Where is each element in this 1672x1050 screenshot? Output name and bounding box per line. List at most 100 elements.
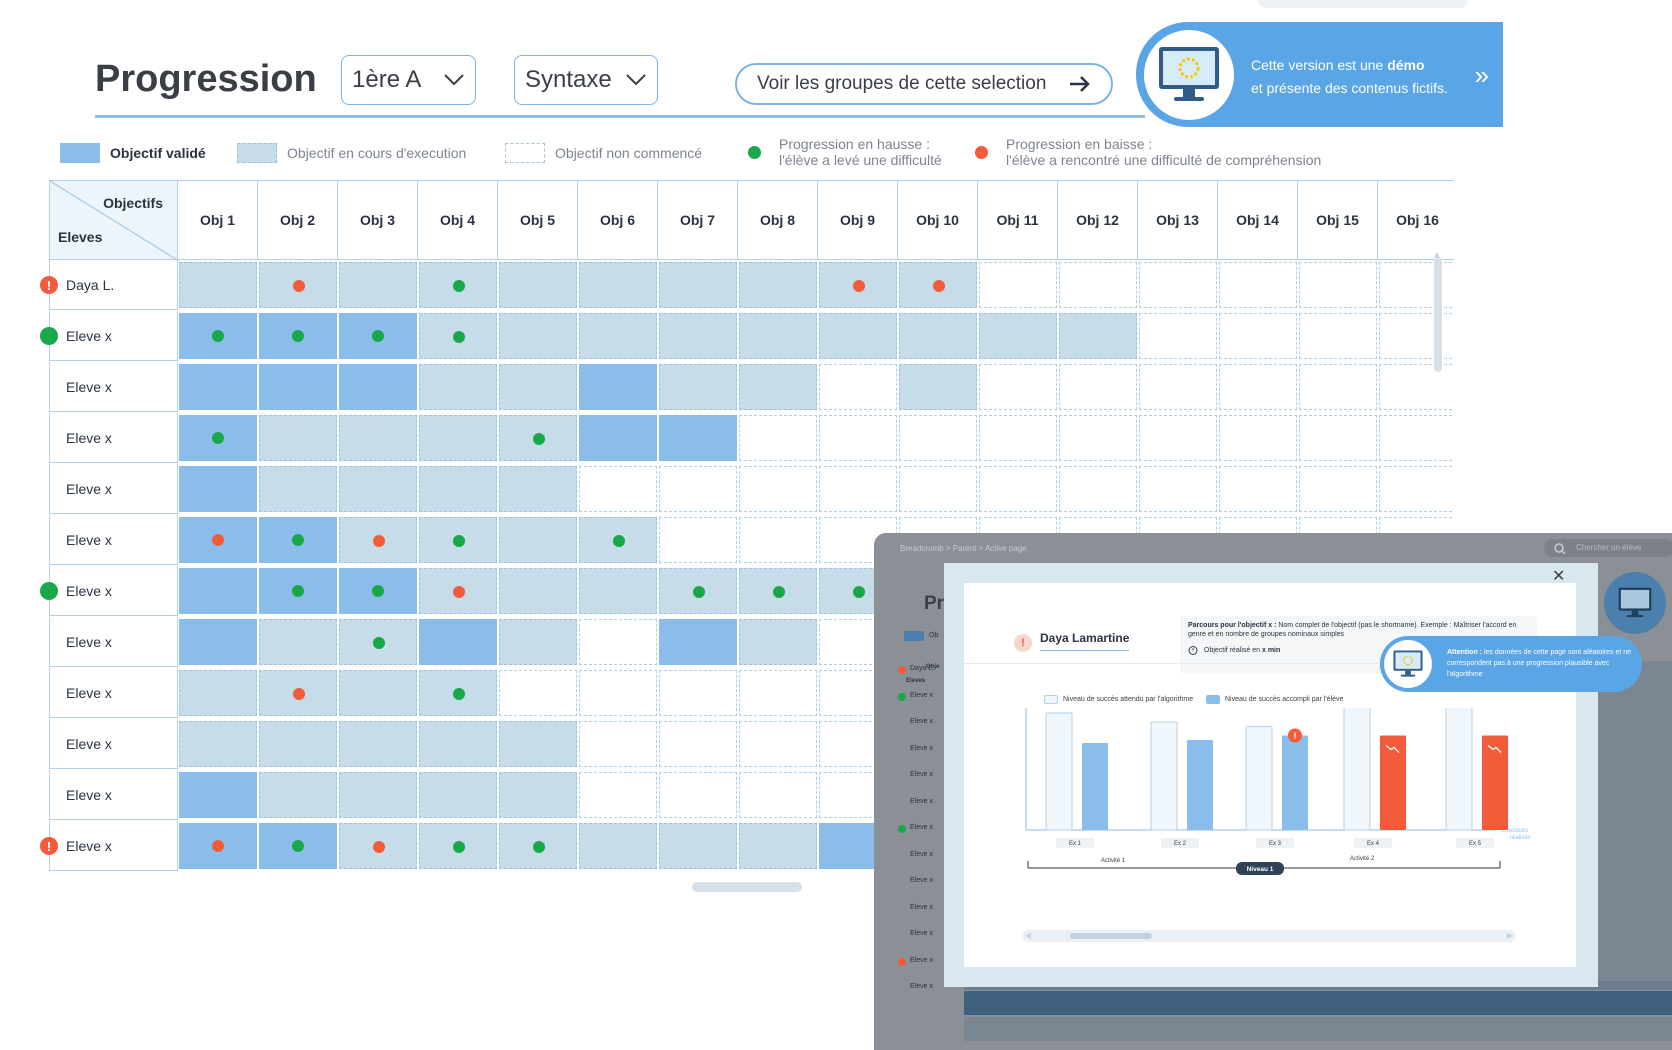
objective-cell-validated[interactable]	[179, 517, 257, 563]
objective-cell-validated[interactable]	[579, 364, 657, 410]
objective-cell-not-started[interactable]	[1059, 364, 1137, 410]
objective-cell-in-progress[interactable]	[259, 466, 337, 512]
objective-cell-not-started[interactable]	[739, 772, 817, 818]
objective-cell-not-started[interactable]	[899, 415, 977, 461]
objective-cell-validated[interactable]	[339, 364, 417, 410]
objective-cell-not-started[interactable]	[739, 517, 817, 563]
student-row-header[interactable]: Eleve x	[49, 311, 178, 361]
objective-cell-in-progress[interactable]	[339, 823, 417, 869]
scroll-right-icon[interactable]: ▶	[1506, 931, 1513, 940]
class-select[interactable]: 1ère A	[341, 55, 476, 105]
objective-cell-validated[interactable]	[259, 364, 337, 410]
objective-cell-not-started[interactable]	[659, 772, 737, 818]
objective-cell-not-started[interactable]	[1139, 313, 1217, 359]
column-header[interactable]: Obj 13	[1138, 180, 1218, 260]
breadcrumb[interactable]: Breadcrumb > Parent > Active page	[900, 544, 1027, 553]
student-row-header[interactable]: Eleve x	[49, 821, 178, 871]
objective-cell-in-progress[interactable]	[419, 721, 497, 767]
objective-cell-not-started[interactable]	[499, 670, 577, 716]
objective-cell-in-progress[interactable]	[499, 619, 577, 665]
vertical-scrollbar[interactable]	[1434, 258, 1442, 372]
objective-cell-in-progress[interactable]	[419, 670, 497, 716]
column-header[interactable]: Obj 5	[498, 180, 578, 260]
objective-cell-in-progress[interactable]	[739, 823, 817, 869]
objective-cell-not-started[interactable]	[1139, 364, 1217, 410]
column-header[interactable]: Obj 7	[658, 180, 738, 260]
objective-cell-not-started[interactable]	[979, 364, 1057, 410]
objective-cell-in-progress[interactable]	[499, 466, 577, 512]
objective-cell-in-progress[interactable]	[659, 313, 737, 359]
column-header[interactable]: Obj 9	[818, 180, 898, 260]
scroll-left-icon[interactable]: ◀	[1025, 931, 1032, 940]
objective-cell-not-started[interactable]	[579, 619, 657, 665]
column-header[interactable]: Obj 16	[1378, 180, 1454, 260]
column-header[interactable]: Obj 4	[418, 180, 498, 260]
objective-cell-in-progress[interactable]	[659, 364, 737, 410]
objective-cell-in-progress[interactable]	[259, 772, 337, 818]
objective-cell-validated[interactable]	[259, 568, 337, 614]
objective-cell-in-progress[interactable]	[499, 568, 577, 614]
student-row-header[interactable]: Daya L.	[49, 260, 178, 310]
column-header[interactable]: Obj 3	[338, 180, 418, 260]
objective-cell-validated[interactable]	[179, 772, 257, 818]
objective-cell-in-progress[interactable]	[339, 466, 417, 512]
objective-cell-not-started[interactable]	[1379, 364, 1454, 410]
objective-cell-not-started[interactable]	[579, 721, 657, 767]
objective-cell-in-progress[interactable]	[739, 262, 817, 308]
objective-cell-not-started[interactable]	[1219, 415, 1297, 461]
objective-cell-not-started[interactable]	[979, 415, 1057, 461]
objective-cell-validated[interactable]	[579, 415, 657, 461]
objective-cell-not-started[interactable]	[1219, 364, 1297, 410]
column-header[interactable]: Obj 14	[1218, 180, 1298, 260]
student-row-header[interactable]: Eleve x	[49, 566, 178, 616]
objective-cell-not-started[interactable]	[1299, 415, 1377, 461]
horizontal-scrollbar[interactable]	[692, 882, 802, 892]
objective-cell-not-started[interactable]	[1059, 415, 1137, 461]
objective-cell-in-progress[interactable]	[659, 823, 737, 869]
topic-select[interactable]: Syntaxe	[514, 55, 658, 105]
objective-cell-in-progress[interactable]	[739, 313, 817, 359]
objective-cell-in-progress[interactable]	[899, 262, 977, 308]
objective-cell-in-progress[interactable]	[419, 364, 497, 410]
objective-cell-in-progress[interactable]	[579, 517, 657, 563]
objective-cell-not-started[interactable]	[659, 721, 737, 767]
objective-cell-in-progress[interactable]	[339, 670, 417, 716]
objective-cell-validated[interactable]	[419, 619, 497, 665]
objective-cell-validated[interactable]	[179, 466, 257, 512]
objective-cell-not-started[interactable]	[1379, 313, 1454, 359]
student-row-header[interactable]: Eleve x	[49, 617, 178, 667]
objective-cell-in-progress[interactable]	[419, 466, 497, 512]
objective-cell-in-progress[interactable]	[339, 517, 417, 563]
student-row-header[interactable]: Eleve x	[49, 464, 178, 514]
objective-cell-in-progress[interactable]	[499, 517, 577, 563]
objective-cell-not-started[interactable]	[1299, 364, 1377, 410]
column-header[interactable]: Obj 1	[178, 180, 258, 260]
objective-cell-validated[interactable]	[179, 313, 257, 359]
objective-cell-validated[interactable]	[259, 313, 337, 359]
objective-cell-not-started[interactable]	[1379, 415, 1454, 461]
objective-cell-not-started[interactable]	[1219, 262, 1297, 308]
scroll-up-icon[interactable]: ▲	[1432, 250, 1442, 261]
objective-cell-not-started[interactable]	[579, 670, 657, 716]
objective-cell-not-started[interactable]	[1219, 466, 1297, 512]
objective-cell-in-progress[interactable]	[419, 772, 497, 818]
objective-cell-in-progress[interactable]	[259, 721, 337, 767]
objective-cell-not-started[interactable]	[1059, 262, 1137, 308]
objective-cell-in-progress[interactable]	[579, 568, 657, 614]
objective-cell-in-progress[interactable]	[179, 670, 257, 716]
objective-cell-in-progress[interactable]	[499, 262, 577, 308]
view-groups-button[interactable]: Voir les groupes de cette selection	[735, 63, 1113, 105]
objective-cell-in-progress[interactable]	[259, 262, 337, 308]
objective-cell-in-progress[interactable]	[259, 415, 337, 461]
objective-cell-validated[interactable]	[259, 823, 337, 869]
objective-cell-validated[interactable]	[179, 619, 257, 665]
objective-cell-not-started[interactable]	[739, 466, 817, 512]
objective-cell-in-progress[interactable]	[819, 262, 897, 308]
objective-cell-in-progress[interactable]	[579, 262, 657, 308]
column-header[interactable]: Obj 15	[1298, 180, 1378, 260]
objective-cell-in-progress[interactable]	[339, 721, 417, 767]
objective-cell-not-started[interactable]	[1299, 262, 1377, 308]
objective-cell-in-progress[interactable]	[339, 772, 417, 818]
objective-cell-in-progress[interactable]	[499, 823, 577, 869]
double-chevron-right-icon[interactable]: »	[1474, 60, 1489, 90]
